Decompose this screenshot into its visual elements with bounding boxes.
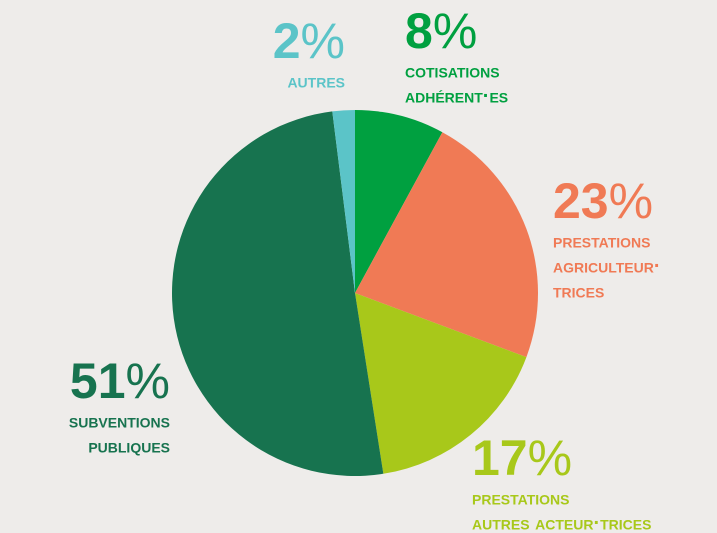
- category-label: cotisations: [405, 60, 500, 82]
- category-label: prestations: [553, 230, 651, 252]
- value-label: 2%: [273, 13, 345, 69]
- pie-slice: [355, 132, 538, 358]
- value-label: 51%: [70, 353, 170, 409]
- category-label: autres acteur·trices: [472, 512, 651, 533]
- category-label: autres: [287, 70, 345, 92]
- category-label: prestations: [472, 487, 570, 509]
- value-label: 23%: [553, 173, 653, 229]
- pie-slice: [332, 110, 355, 293]
- category-label: subventions: [69, 410, 170, 432]
- category-label: agriculteur·: [553, 255, 661, 277]
- category-label: publiques: [88, 435, 170, 457]
- value-label: 8%: [405, 3, 477, 59]
- value-label: 17%: [472, 430, 572, 486]
- pie-slice: [355, 293, 527, 474]
- category-label: adhérent·es: [405, 85, 508, 107]
- pie-slice: [171, 111, 384, 477]
- category-label: trices: [553, 280, 604, 302]
- pie-slice: [355, 110, 443, 293]
